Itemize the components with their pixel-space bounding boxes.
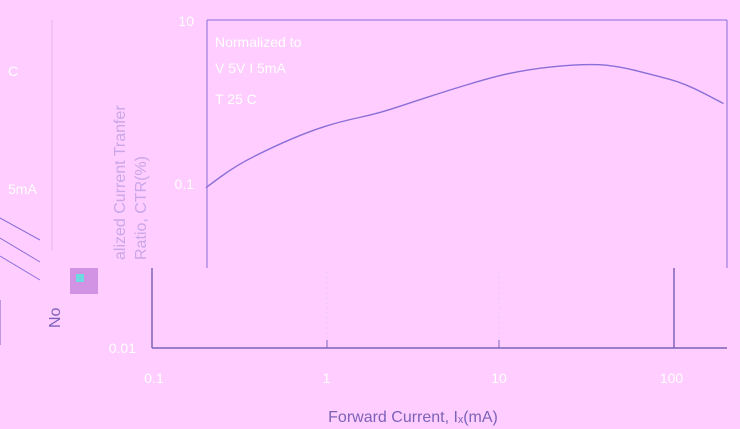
x-tick-labels: 0.1 1 10 100 [144, 370, 683, 386]
left-fragment-c: C [8, 63, 18, 79]
y-tick-label: 0.1 [175, 176, 195, 192]
y-axis-title-line2: Ratio, CTR(%) [133, 156, 150, 260]
plot-frame [151, 19, 728, 349]
x-tick-label: 1 [323, 370, 331, 386]
legend-artifact-dot [76, 274, 84, 282]
y-tick-label: 10 [178, 13, 194, 29]
left-fragment-no: No [47, 307, 64, 328]
x-tick-label: 100 [660, 370, 684, 386]
x-tick-label: 10 [491, 370, 507, 386]
y-tick-label: 0.01 [109, 340, 136, 356]
y-axis-title-line1: alized Current Tranfer [112, 105, 129, 260]
series-layer [205, 63, 725, 189]
left-fragment-5ma: 5mA [8, 181, 37, 197]
annotation-temperature: T 25 C [215, 91, 257, 107]
left-panel-fragment: C 5mA No [0, 20, 98, 345]
y-tick-labels: 0.01 0.1 10 [109, 13, 194, 356]
series-line-0 [205, 63, 725, 189]
annotation-normalized: Normalized to [215, 34, 302, 50]
x-tick-label: 0.1 [144, 370, 164, 386]
annotation-conditions: V 5V I 5mA [215, 60, 286, 76]
x-axis-title: Forward Current, Iₓ(mA) [328, 409, 498, 426]
